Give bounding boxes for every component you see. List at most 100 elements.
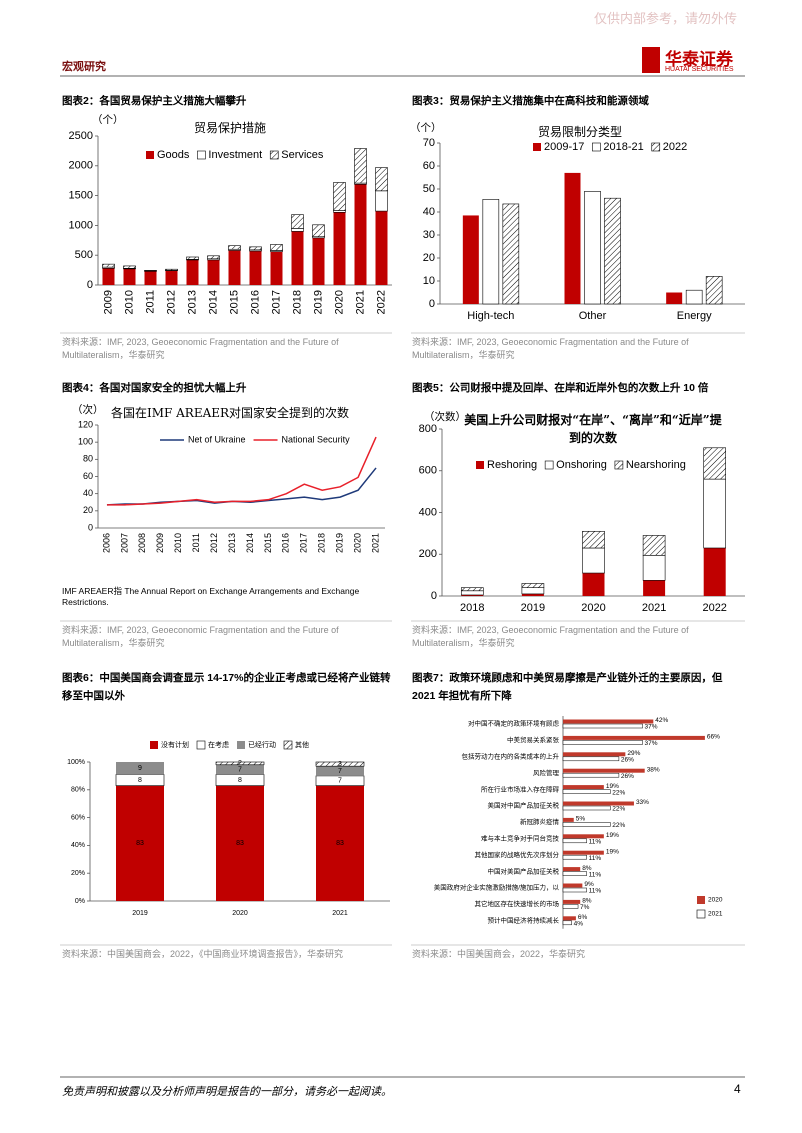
bar xyxy=(216,785,264,901)
y-tick-label: 200 xyxy=(419,548,437,560)
bar xyxy=(642,554,666,581)
bar xyxy=(460,587,484,592)
data-label: 37% xyxy=(645,740,658,747)
bar xyxy=(270,251,283,285)
legend-swatch xyxy=(592,142,601,152)
figure-title: 图表7：政策环境顾虑和中美贸易摩擦是产业链外迁的主要原因，但 2021 年担忧有… xyxy=(412,672,723,702)
bar xyxy=(333,212,346,285)
bar xyxy=(562,920,572,926)
legend-label: 2021 xyxy=(708,911,723,918)
bar xyxy=(521,593,544,596)
category-label: 对中国不确定的政策环境有顾虑 xyxy=(468,719,560,728)
bar xyxy=(249,246,262,251)
x-tick-label: 2009 xyxy=(155,533,165,553)
bar xyxy=(291,228,304,232)
bar xyxy=(291,231,304,285)
source: 资料来源：中国美国商会，2022，华泰研究 xyxy=(412,949,586,959)
bar xyxy=(562,904,579,909)
bar xyxy=(165,268,178,271)
category-label: 美国对中国产品加征关税 xyxy=(488,801,560,810)
y-unit: （个） xyxy=(410,122,442,134)
data-label: 22% xyxy=(612,806,625,813)
bar xyxy=(216,764,264,775)
legend-swatch xyxy=(544,460,554,470)
bar xyxy=(315,775,365,786)
data-label: 9% xyxy=(584,881,594,888)
x-tick-label: 2014 xyxy=(207,290,219,314)
legend-label: Goods xyxy=(157,149,190,161)
x-tick-label: 2018 xyxy=(460,602,484,614)
data-label: 37% xyxy=(645,724,658,731)
y-tick-label: 60 xyxy=(423,160,435,172)
bar xyxy=(521,583,545,588)
x-tick-label: 2011 xyxy=(191,533,201,552)
y-tick-label: 30 xyxy=(423,229,435,241)
legend-swatch xyxy=(196,740,206,750)
line xyxy=(106,467,377,506)
x-tick-label: 2018 xyxy=(317,533,327,553)
data-label: 7 xyxy=(238,766,242,773)
bar xyxy=(582,530,605,549)
bar xyxy=(102,263,115,268)
bar xyxy=(123,265,136,269)
bar xyxy=(354,148,367,184)
bar xyxy=(482,199,500,305)
page-number: 4 xyxy=(734,1082,741,1096)
y-tick-label: 800 xyxy=(419,423,437,435)
bar xyxy=(186,256,199,260)
bar xyxy=(562,854,587,860)
bar xyxy=(315,761,365,767)
y-tick-label: 500 xyxy=(75,249,93,261)
x-tick-label: 2021 xyxy=(642,602,666,614)
y-tick-label: 20% xyxy=(71,870,85,877)
bar xyxy=(375,211,388,285)
legend-label: 其他 xyxy=(295,740,309,749)
y-unit: （次数） xyxy=(424,411,466,423)
bar xyxy=(564,172,581,304)
bar xyxy=(582,547,605,574)
category-label: 美国政府对企业实施激励措施/施加压力，以 xyxy=(434,883,560,892)
y-tick-label: 100 xyxy=(78,437,93,447)
bar xyxy=(316,785,364,901)
y-tick-label: 600 xyxy=(419,465,437,477)
legend-label: Reshoring xyxy=(487,459,537,471)
bar xyxy=(563,752,626,757)
category-label: 其他国家的战略优先次序划分 xyxy=(475,850,560,859)
bar xyxy=(316,766,364,776)
x-tick-label: 2019 xyxy=(335,533,345,553)
x-tick-label: 2012 xyxy=(165,290,177,314)
data-label: 11% xyxy=(589,855,602,862)
x-tick-label: 2019 xyxy=(132,910,148,917)
x-tick-label: 2013 xyxy=(227,533,237,553)
bar xyxy=(562,723,643,729)
category-label: 包括劳动力在内的各类成本的上升 xyxy=(462,752,560,761)
bar xyxy=(116,762,164,775)
bar xyxy=(502,203,520,305)
category-label: 难与本土竞争对手同台竞技 xyxy=(481,834,560,843)
legend-label: National Security xyxy=(282,434,351,444)
y-tick-label: 100% xyxy=(67,759,85,766)
data-label: 2 xyxy=(238,760,242,767)
y-tick-label: 0 xyxy=(431,590,437,602)
y-tick-label: 20 xyxy=(83,505,93,515)
legend-label: Services xyxy=(281,149,324,161)
data-label: 26% xyxy=(621,773,634,780)
legend-label: 在考虑 xyxy=(208,740,229,749)
bar xyxy=(116,785,164,901)
bar xyxy=(144,271,157,285)
y-unit: （次） xyxy=(72,404,104,416)
y-tick-label: 20 xyxy=(423,252,435,264)
bar xyxy=(102,268,115,285)
logo-cn: 华泰证券 xyxy=(665,50,733,69)
bar xyxy=(703,478,727,549)
category-label: 中美贸易关系紧张 xyxy=(507,735,560,744)
bar xyxy=(563,768,645,773)
legend-label: 2009-17 xyxy=(544,141,584,153)
x-tick-label: 2007 xyxy=(119,533,129,553)
legend-swatch xyxy=(614,460,624,470)
x-tick-label: 2021 xyxy=(332,910,348,917)
bar xyxy=(312,237,325,285)
figure-title: 图表2：各国贸易保护主义措施大幅攀升 xyxy=(62,95,247,107)
source: 资料来源：中国美国商会，2022，《中国商业环境调查报告》，华泰研究 xyxy=(62,949,344,959)
